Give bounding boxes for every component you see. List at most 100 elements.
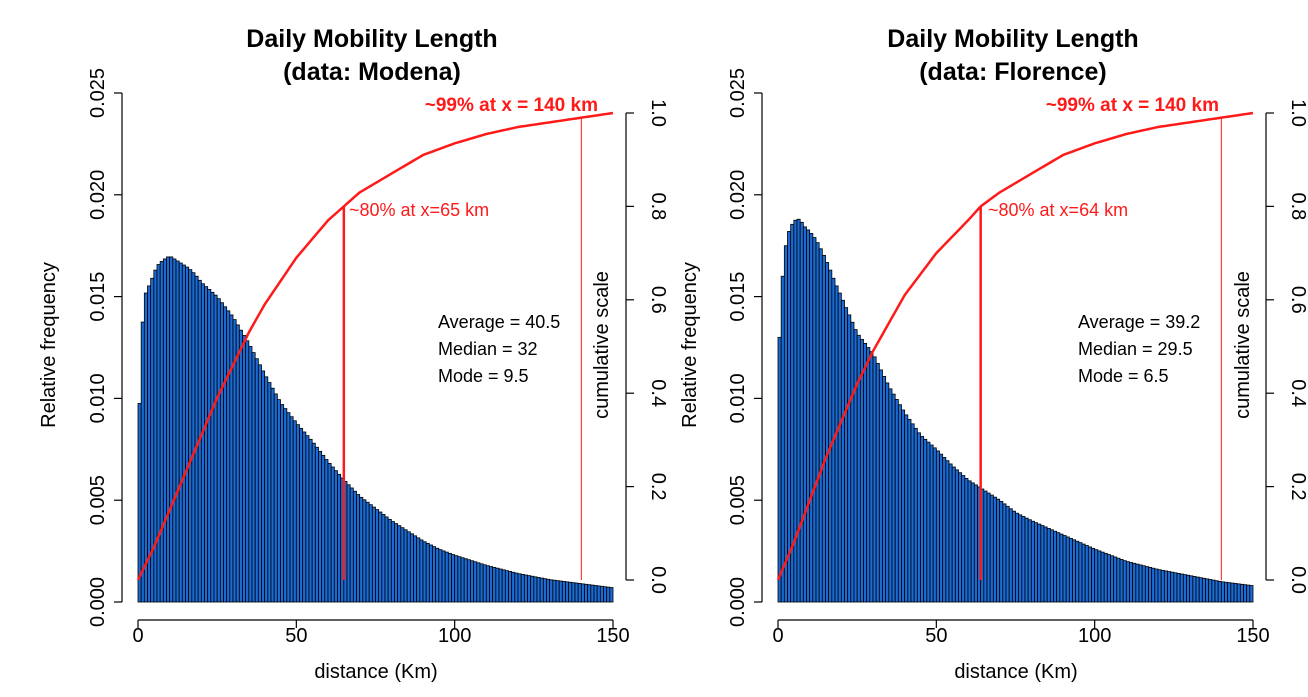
x-tick-label: 0 — [772, 625, 783, 647]
histogram-bar — [219, 302, 224, 603]
histogram-bar — [558, 580, 563, 603]
histogram-bar — [479, 563, 484, 603]
chart-modena: Daily Mobility Length (data: Modena) 0.0… — [38, 25, 669, 683]
stat-mode: Mode = 6.5 — [1078, 366, 1169, 386]
histogram-bar — [1195, 576, 1200, 603]
histogram-bar — [580, 583, 585, 603]
histogram-bar — [504, 570, 509, 603]
histogram-bar — [1091, 547, 1096, 603]
histogram-bar — [1037, 523, 1042, 603]
histogram-bar — [406, 531, 411, 603]
histogram-bar — [533, 576, 538, 603]
stat-median: Median = 32 — [438, 339, 538, 359]
histogram-bar — [362, 499, 367, 603]
cdf-layer — [776, 111, 1254, 581]
histogram-bar — [1027, 519, 1032, 603]
histogram-bar — [1208, 579, 1213, 603]
histogram-bar — [1103, 552, 1108, 603]
histogram-bar — [1056, 532, 1061, 603]
histogram-bar — [489, 566, 494, 603]
histogram-bar — [555, 580, 560, 603]
histogram-bar — [248, 346, 253, 603]
cdf-layer — [136, 111, 614, 581]
y2-axis-label: cumulative scale — [1232, 271, 1254, 419]
histogram-bar — [863, 343, 868, 603]
histogram-bar — [169, 256, 174, 603]
histogram-bar — [153, 269, 158, 603]
histogram-bar — [973, 484, 978, 603]
x-tick-label: 150 — [596, 625, 629, 647]
histogram-bar — [1011, 510, 1016, 603]
histogram-bar — [454, 555, 459, 603]
histogram-bar — [178, 262, 183, 603]
histogram-bar — [970, 482, 975, 603]
histogram-bar — [1110, 555, 1115, 603]
histogram-bar — [238, 329, 243, 603]
histogram-bar — [387, 518, 392, 603]
histogram-bar — [1224, 581, 1229, 603]
histogram-bar — [1129, 562, 1134, 603]
x-tick-label: 0 — [132, 625, 143, 647]
histogram-bar — [1227, 582, 1232, 603]
histogram-bar — [242, 335, 247, 603]
histogram-bar — [584, 583, 589, 603]
histogram-bar — [834, 285, 839, 603]
annotation-80pct: ~80% at x=65 km — [349, 200, 489, 220]
histogram-bar — [308, 438, 313, 603]
histogram-bar — [466, 559, 471, 603]
histogram-bar — [561, 581, 566, 603]
histogram-bar — [1119, 559, 1124, 603]
cdf-curve — [776, 111, 1254, 581]
histogram-bar — [286, 412, 291, 603]
y2-tick-label: 1.0 — [1287, 99, 1308, 127]
histogram-bar — [292, 420, 297, 603]
histogram-bar — [1141, 565, 1146, 603]
histogram-bar — [942, 457, 947, 603]
histogram-bar — [885, 382, 890, 603]
histogram-bar — [447, 552, 452, 603]
histogram-bar — [1214, 580, 1219, 603]
histogram-bar — [1062, 535, 1067, 603]
histogram-bar — [400, 527, 405, 603]
histogram-bar — [999, 501, 1004, 603]
chart-florence: Daily Mobility Length (data: Florence) 0… — [679, 25, 1308, 683]
histogram-bar — [1160, 569, 1165, 603]
histogram-bar — [821, 254, 826, 603]
histogram-bar — [574, 582, 579, 603]
histogram-bar — [989, 494, 994, 603]
histogram-bar — [929, 444, 934, 603]
histogram-bar — [967, 480, 972, 603]
histogram-bar — [939, 453, 944, 603]
histogram-bar — [992, 496, 997, 603]
histogram-bar — [324, 459, 329, 603]
histogram-bar — [1122, 560, 1127, 603]
histogram-bar — [856, 334, 861, 603]
histogram-bar — [194, 275, 199, 603]
histogram-bar — [1236, 583, 1241, 603]
histogram-bar — [1087, 546, 1092, 603]
histogram-bar — [482, 564, 487, 603]
histogram-bar — [302, 431, 307, 603]
histogram-bar — [143, 292, 148, 603]
histogram-bar — [916, 432, 921, 603]
histogram-bar — [501, 569, 506, 603]
y2-tick-label: 0.6 — [1287, 286, 1308, 314]
histogram-bar — [185, 266, 190, 603]
histogram-bar — [565, 581, 570, 603]
histogram-bar — [1211, 579, 1216, 603]
histogram-bar — [926, 441, 931, 603]
stat-mode: Mode = 9.5 — [438, 366, 529, 386]
histogram-bar — [793, 219, 798, 603]
histogram-bar — [837, 292, 842, 603]
histogram-bar — [337, 473, 342, 603]
histogram-bar — [840, 299, 845, 603]
stat-median: Median = 29.5 — [1078, 339, 1193, 359]
histogram-bar — [1243, 584, 1248, 603]
histogram-bar — [818, 248, 823, 603]
histogram-bar — [200, 283, 205, 603]
histogram-bar — [511, 571, 516, 603]
histogram-bar — [327, 462, 332, 603]
histogram-bar — [1249, 585, 1254, 603]
histogram-bar — [907, 418, 912, 603]
annotation-99pct: ~99% at x = 140 km — [1046, 95, 1219, 116]
